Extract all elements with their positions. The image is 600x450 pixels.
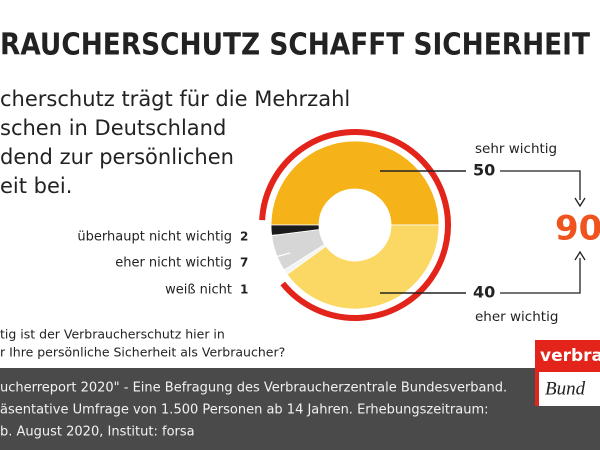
logo-stripe <box>535 372 539 406</box>
question-line: r Ihre persönliche Sicherheit als Verbra… <box>0 345 285 360</box>
logo-box-lower <box>535 372 600 406</box>
subtitle-line: eit bei. <box>0 174 72 198</box>
title: RAUCHERSCHUTZ SCHAFFT SICHERHEIT <box>0 28 590 63</box>
source-line: b. August 2020, Institut: forsa <box>0 425 195 440</box>
subtitle-line: cherschutz trägt für die Mehrzahl <box>0 87 350 111</box>
value-label: 50 <box>473 161 495 180</box>
leader-line <box>251 234 279 238</box>
value-label: 40 <box>473 283 495 302</box>
value-label: 1 <box>240 283 248 297</box>
value-label: 7 <box>240 256 248 270</box>
leader-line <box>251 252 291 264</box>
logo-text: verbrauc <box>540 346 600 366</box>
footer-band <box>0 368 600 450</box>
category-label: eher wichtig <box>475 309 558 325</box>
donut-segment <box>270 140 440 226</box>
subtitle-line: schen in Deutschland <box>0 116 226 140</box>
category-label: weiß nicht <box>165 283 232 298</box>
logo-box <box>535 340 600 372</box>
category-label: überhaupt nicht wichtig <box>77 230 232 245</box>
arrow-head <box>574 197 586 208</box>
source-line: ucherreport 2020" - Eine Befragung des V… <box>0 381 507 396</box>
category-label: eher nicht wichtig <box>115 256 232 271</box>
total-label: 90 <box>555 209 600 249</box>
category-label: sehr wichtig <box>475 141 557 157</box>
donut-segment <box>270 224 320 236</box>
leader-line <box>251 269 286 291</box>
value-label: 2 <box>240 230 248 244</box>
logo-text: Bund <box>545 378 586 399</box>
question-line: tig ist der Verbraucherschutz hier in <box>0 327 225 342</box>
connector <box>500 170 581 200</box>
highlight-arc <box>259 129 451 321</box>
connector <box>500 258 581 294</box>
donut-segment <box>286 224 440 310</box>
arrow-head <box>574 250 586 261</box>
source-line: äsentative Umfrage von 1.500 Personen ab… <box>0 403 489 418</box>
subtitle-line: dend zur persönlichen <box>0 145 234 169</box>
